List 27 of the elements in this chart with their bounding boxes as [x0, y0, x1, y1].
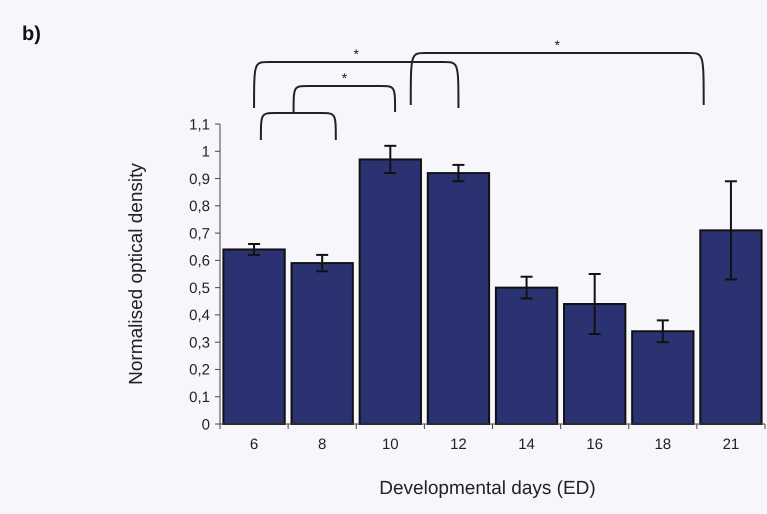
y-axis-title: Normalised optical density [126, 162, 147, 385]
x-tick-label: 8 [318, 436, 326, 453]
bar [222, 248, 286, 425]
y-tick-label: 0,9 [189, 170, 210, 188]
x-tick-label: 6 [250, 436, 258, 453]
y-tick-label: 0,8 [189, 198, 210, 216]
x-tick-label: 18 [654, 436, 672, 453]
x-tick-label: 14 [518, 436, 535, 453]
y-tick-label: 0,6 [189, 252, 210, 270]
x-tick-label: 10 [382, 436, 399, 453]
text: * [554, 37, 560, 53]
y-tick-label: 0,1 [189, 388, 210, 406]
x-tick-label: 21 [722, 436, 740, 453]
text: * [342, 70, 348, 86]
y-tick-label: 0,3 [189, 334, 210, 352]
x-axis-title: Developmental days (ED) [379, 478, 596, 499]
y-tick-label: 1,1 [189, 116, 210, 134]
y-tick-label: 0 [202, 416, 210, 434]
y-tick-label: 1 [202, 144, 210, 161]
text: b) [22, 23, 41, 45]
y-tick-label: 0,2 [189, 362, 210, 379]
x-tick-label: 16 [586, 436, 604, 453]
y-tick-label: 0,4 [189, 307, 210, 324]
x-tick-label: 12 [450, 436, 467, 453]
text: * [354, 46, 360, 62]
y-tick-label: 0,5 [189, 280, 210, 297]
y-tick-label: 0,7 [189, 225, 210, 242]
